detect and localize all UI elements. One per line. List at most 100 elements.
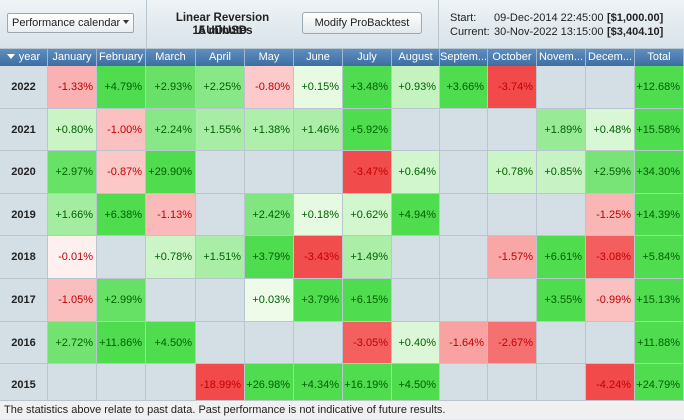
monthly-return-cell: -1.13% [146,194,196,236]
monthly-return-cell: +2.97% [48,151,97,194]
monthly-return-cell: +1.46% [294,109,343,151]
column-header-8[interactable]: August [392,49,440,66]
monthly-return-cell: +1.49% [343,236,392,279]
monthly-return-cell [537,66,586,109]
monthly-return-cell [392,109,440,151]
monthly-return-cell: +0.78% [146,236,196,279]
disclaimer-footer: The statistics above relate to past data… [0,400,684,419]
modify-probacktest-button[interactable]: Modify ProBacktest [302,12,422,34]
monthly-return-cell [196,151,245,194]
monthly-return-cell: +0.62% [343,194,392,236]
monthly-return-cell: -0.99% [586,279,635,322]
row-year-label: 2020 [0,151,48,194]
monthly-return-cell [146,364,196,407]
monthly-return-cell [440,109,488,151]
monthly-return-cell: +0.64% [392,151,440,194]
strategy-name: Linear Reversion AUDUSD [175,12,270,37]
monthly-return-cell: +4.34% [294,364,343,407]
column-header-1[interactable]: January [48,49,97,66]
chevron-down-icon [123,20,129,24]
column-header-3[interactable]: March [146,49,196,66]
monthly-return-cell: +3.66% [440,66,488,109]
column-header-7[interactable]: July [343,49,392,66]
column-header-13[interactable]: Total [635,49,684,66]
monthly-return-cell: +1.55% [196,109,245,151]
monthly-return-cell: -0.01% [48,236,97,279]
row-year-label: 2019 [0,194,48,236]
monthly-return-cell: +2.25% [196,66,245,109]
current-amount: [$3,404.10] [607,26,664,38]
header-divider [146,0,147,48]
total-return-cell: +15.13% [635,279,684,322]
monthly-return-cell [537,364,586,407]
column-header-4[interactable]: April [196,49,245,66]
monthly-return-cell: +3.55% [537,279,586,322]
monthly-return-cell: -2.67% [488,322,537,364]
monthly-return-cell: -18.99% [196,364,245,407]
monthly-return-cell [146,279,196,322]
monthly-return-cell: +2.72% [48,322,97,364]
monthly-return-cell: +2.59% [586,151,635,194]
monthly-return-cell: +29.90% [146,151,196,194]
monthly-return-cell: +2.93% [146,66,196,109]
strategy-timeframe: 15 minutes [192,25,253,37]
monthly-return-cell [488,109,537,151]
monthly-return-cell: +2.24% [146,109,196,151]
view-selector-label: Performance calendar [12,17,121,29]
monthly-return-cell: -1.33% [48,66,97,109]
monthly-return-cell [245,322,294,364]
total-return-cell: +34.30% [635,151,684,194]
monthly-return-cell [245,151,294,194]
monthly-return-cell: +0.18% [294,194,343,236]
current-label: Current: [450,26,490,38]
current-date: 30-Nov-2022 13:15:00 [494,26,604,38]
row-year-label: 2016 [0,322,48,364]
column-header-12[interactable]: Decem... [586,49,635,66]
monthly-return-cell [586,66,635,109]
column-header-2[interactable]: February [97,49,146,66]
monthly-return-cell: -0.87% [97,151,146,194]
monthly-return-cell: +5.92% [343,109,392,151]
monthly-return-cell: -1.25% [586,194,635,236]
total-return-cell: +5.84% [635,236,684,279]
monthly-return-cell: +4.50% [146,322,196,364]
monthly-return-cell [440,236,488,279]
monthly-return-cell: +3.79% [245,236,294,279]
row-year-label: 2022 [0,66,48,109]
column-header-9[interactable]: Septem... [440,49,488,66]
row-year-label: 2021 [0,109,48,151]
monthly-return-cell: +0.15% [294,66,343,109]
monthly-return-cell: +0.03% [245,279,294,322]
monthly-return-cell: +3.79% [294,279,343,322]
monthly-return-cell: +2.42% [245,194,294,236]
column-header-6[interactable]: June [294,49,343,66]
monthly-return-cell: +1.38% [245,109,294,151]
column-header-label: year [18,51,41,63]
monthly-return-cell: +16.19% [343,364,392,407]
monthly-return-cell: -1.00% [97,109,146,151]
monthly-return-cell [537,194,586,236]
total-return-cell: +15.58% [635,109,684,151]
monthly-return-cell [537,322,586,364]
monthly-return-cell: +0.80% [48,109,97,151]
row-year-label: 2017 [0,279,48,322]
monthly-return-cell [440,364,488,407]
monthly-return-cell [97,236,146,279]
monthly-return-cell: +0.48% [586,109,635,151]
monthly-return-cell: +11.86% [97,322,146,364]
monthly-return-cell: -3.08% [586,236,635,279]
column-header-10[interactable]: October [488,49,537,66]
column-header-year[interactable]: year [0,49,48,66]
view-selector-dropdown[interactable]: Performance calendar [7,13,134,33]
monthly-return-cell: +0.78% [488,151,537,194]
column-header-11[interactable]: Novem... [537,49,586,66]
monthly-return-cell: +4.79% [97,66,146,109]
total-return-cell: +12.68% [635,66,684,109]
column-header-5[interactable]: May [245,49,294,66]
monthly-return-cell: +6.15% [343,279,392,322]
start-date: 09-Dec-2014 22:45:00 [494,12,604,24]
monthly-return-cell [392,279,440,322]
monthly-return-cell: +0.40% [392,322,440,364]
total-return-cell: +14.39% [635,194,684,236]
